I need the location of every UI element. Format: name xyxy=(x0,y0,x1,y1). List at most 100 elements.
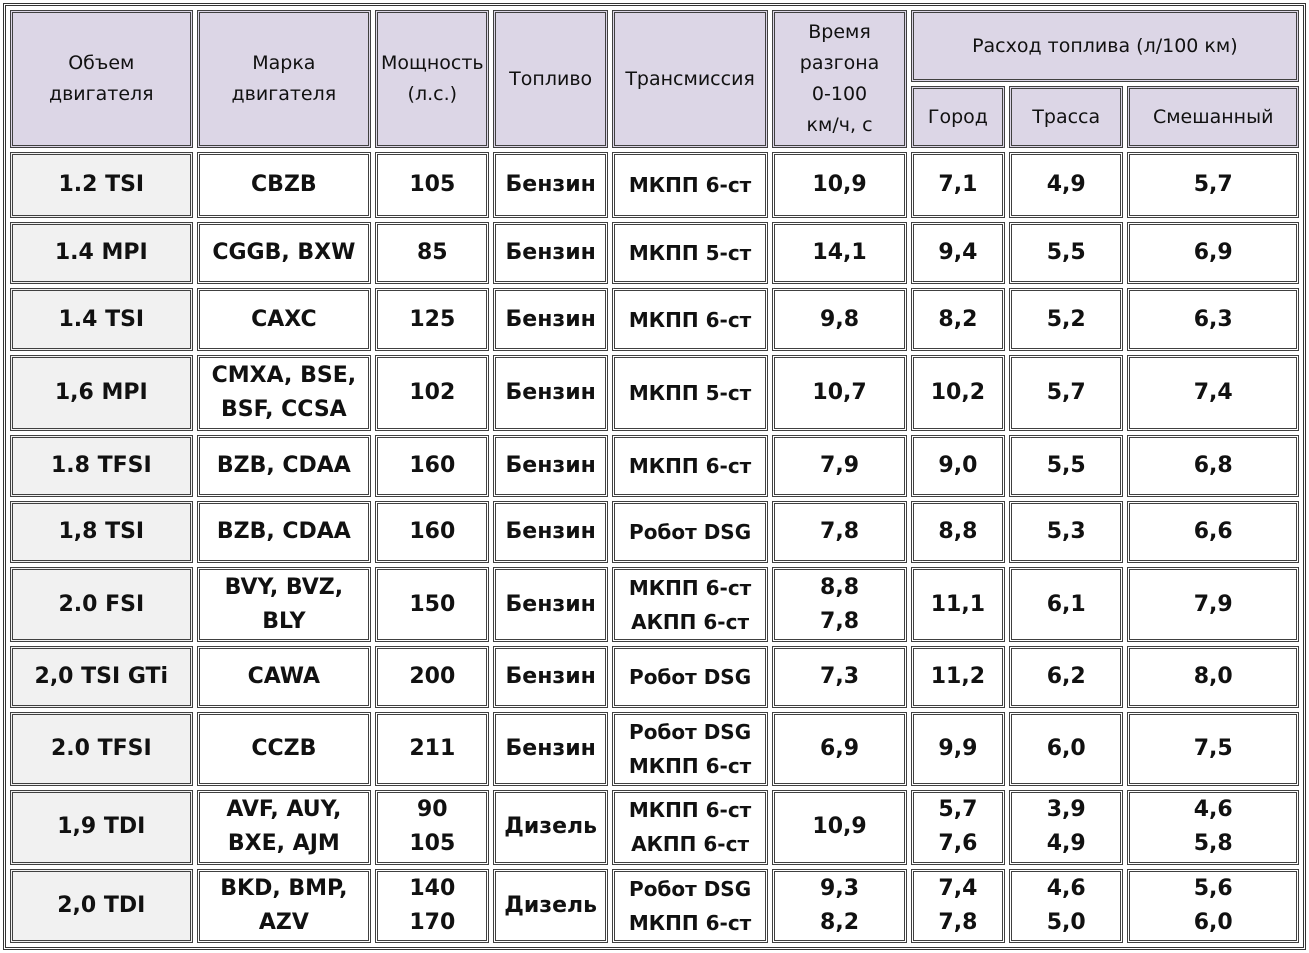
cell-fuel: Бензин xyxy=(493,354,608,432)
cell-line: 1.8 TFSI xyxy=(50,453,152,479)
cell-line: 5,5 xyxy=(1046,240,1086,266)
cell-line: 7,3 xyxy=(820,663,860,689)
header-brand: Марка двигателя xyxy=(196,10,372,148)
cell-line: BZB, CDAA xyxy=(216,453,351,479)
cell-mixed: 7,5 xyxy=(1127,712,1299,787)
cell-line: Время xyxy=(808,21,871,43)
cell-line: Объем xyxy=(68,52,135,74)
cell-line: 2.0 TFSI xyxy=(50,736,152,762)
table-row: 1.8 TFSI BZB, CDAA 160 Бензин МКПП 6-ст 7,9 9,… xyxy=(10,435,1299,498)
cell-line: 6,9 xyxy=(1193,240,1233,266)
cell-line: 7,4 xyxy=(1193,379,1233,405)
header-volume: Объем двигателя xyxy=(10,10,193,148)
table-row: 1,8 TSI BZB, CDAA 160 Бензин Робот DSG 7,8 8,8… xyxy=(10,501,1299,564)
cell-line: Робот DSG xyxy=(629,664,752,689)
cell-city: 5,7 7,6 xyxy=(910,790,1006,865)
cell-power: 160 xyxy=(375,501,490,564)
cell-transmission: МКПП 5-ст xyxy=(611,222,769,285)
cell-line: 7,9 xyxy=(1193,591,1233,617)
cell-line: 7,1 xyxy=(938,172,978,198)
cell-line: Робот DSG xyxy=(629,720,752,745)
spec-table-body: 1.2 TSI CBZB 105 Бензин МКПП 6-ст 10,9 7,1 4,9 5… xyxy=(10,152,1299,943)
cell-line: МКПП 6-ст xyxy=(628,798,752,823)
cell-line: 7,6 xyxy=(938,831,978,857)
cell-line: 6,9 xyxy=(820,736,860,762)
cell-line: 10,9 xyxy=(812,814,867,840)
cell-line: 1,8 TSI xyxy=(58,519,145,545)
cell-volume: 2,0 TDI xyxy=(10,868,193,943)
table-row: 1.4 MPI CGGB, BXW 85 Бензин МКПП 5-ст 14,1 9,4… xyxy=(10,222,1299,285)
cell-transmission: Робот DSG МКПП 6-ст xyxy=(611,712,769,787)
cell-city: 11,1 xyxy=(910,567,1006,642)
cell-line: 2,0 TSI GTi xyxy=(34,663,169,689)
cell-volume: 1,6 MPI xyxy=(10,354,193,432)
cell-volume: 2.0 TFSI xyxy=(10,712,193,787)
cell-city: 7,1 xyxy=(910,152,1006,219)
cell-line: BKD, BMP, xyxy=(220,875,348,901)
cell-mixed: 5,7 xyxy=(1127,152,1299,219)
engine-spec-table: Объем двигателя Марка двигателя Мощность (л… xyxy=(6,6,1303,947)
cell-mixed: 7,9 xyxy=(1127,567,1299,642)
cell-city: 9,9 xyxy=(910,712,1006,787)
cell-line: 11,2 xyxy=(930,663,986,689)
cell-line: 7,9 xyxy=(820,453,860,479)
cell-city: 7,4 7,8 xyxy=(910,868,1006,943)
cell-line: Город xyxy=(927,105,988,128)
cell-acceleration: 10,9 xyxy=(772,790,907,865)
cell-line: BXE, AJM xyxy=(227,831,340,857)
cell-acceleration: 6,9 xyxy=(772,712,907,787)
cell-line: 5,2 xyxy=(1046,306,1086,332)
cell-line: 1.4 MPI xyxy=(54,240,148,266)
cell-power: 140 170 xyxy=(375,868,490,943)
cell-acceleration: 10,9 xyxy=(772,152,907,219)
cell-line: Робот DSG xyxy=(629,520,752,545)
cell-fuel: Бензин xyxy=(493,645,608,708)
cell-highway: 4,9 xyxy=(1009,152,1124,219)
cell-brand: BVY, BVZ, BLY xyxy=(196,567,372,642)
cell-line: 4,6 xyxy=(1046,875,1086,901)
cell-line: 4,9 xyxy=(1046,831,1086,857)
cell-line: Бензин xyxy=(505,736,596,762)
table-row: 1.4 TSI CAXC 125 Бензин МКПП 6-ст 9,8 8,2 5,2 6,… xyxy=(10,288,1299,351)
cell-mixed: 5,6 6,0 xyxy=(1127,868,1299,943)
cell-line: Дизель xyxy=(504,892,598,918)
cell-acceleration: 9,8 xyxy=(772,288,907,351)
cell-line: АКПП 6-ст xyxy=(631,609,750,634)
cell-brand: CAWA xyxy=(196,645,372,708)
cell-highway: 6,1 xyxy=(1009,567,1124,642)
cell-line: BVY, BVZ, xyxy=(224,574,344,600)
cell-acceleration: 7,9 xyxy=(772,435,907,498)
cell-power: 90 105 xyxy=(375,790,490,865)
cell-transmission: МКПП 6-ст АКПП 6-ст xyxy=(611,790,769,865)
cell-acceleration: 9,3 8,2 xyxy=(772,868,907,943)
cell-brand: CBZB xyxy=(196,152,372,219)
cell-highway: 5,5 xyxy=(1009,435,1124,498)
cell-line: 8,0 xyxy=(1193,663,1233,689)
cell-line: BZB, CDAA xyxy=(216,519,351,545)
cell-fuel: Бензин xyxy=(493,501,608,564)
header-row-1: Объем двигателя Марка двигателя Мощность (л… xyxy=(10,10,1299,148)
cell-power: 200 xyxy=(375,645,490,708)
cell-line: 105 xyxy=(409,172,456,198)
cell-brand: BZB, CDAA xyxy=(196,501,372,564)
cell-line: 9,4 xyxy=(938,240,978,266)
cell-line: 9,8 xyxy=(820,306,860,332)
cell-brand: BZB, CDAA xyxy=(196,435,372,498)
cell-line: AZV xyxy=(258,909,309,935)
cell-line: 90 xyxy=(416,797,448,823)
cell-transmission: Робот DSG xyxy=(611,501,769,564)
cell-line: 14,1 xyxy=(812,240,867,266)
cell-brand: AVF, AUY, BXE, AJM xyxy=(196,790,372,865)
cell-volume: 1.4 TSI xyxy=(10,288,193,351)
cell-line: 10,9 xyxy=(812,172,867,198)
cell-volume: 1.2 TSI xyxy=(10,152,193,219)
cell-line: 102 xyxy=(409,379,456,405)
cell-fuel: Бензин xyxy=(493,712,608,787)
cell-power: 105 xyxy=(375,152,490,219)
cell-line: Бензин xyxy=(505,591,596,617)
cell-line: Бензин xyxy=(505,663,596,689)
cell-line: 6,0 xyxy=(1193,909,1233,935)
cell-line: МКПП 6-ст xyxy=(628,307,752,332)
cell-line: двигателя xyxy=(231,83,337,105)
header-consumption: Расход топлива (л/100 км) xyxy=(910,10,1299,82)
